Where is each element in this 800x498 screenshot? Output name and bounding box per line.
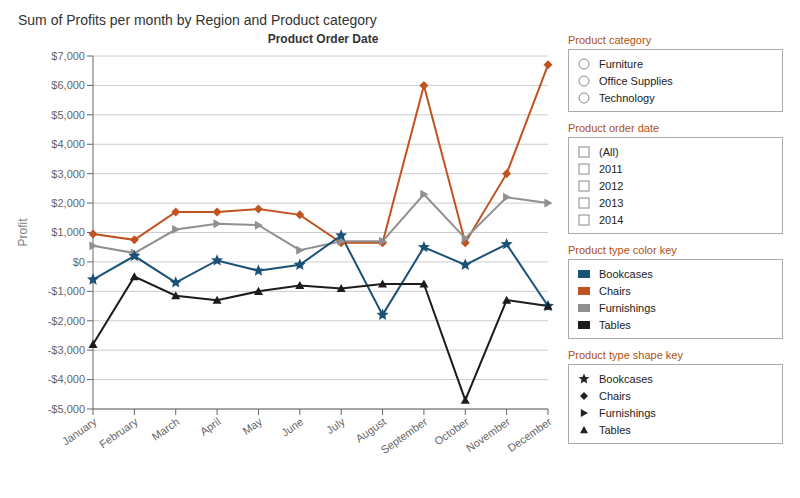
- html-text:2013: 2013: [599, 196, 624, 209]
- svg-text:$2,000: $2,000: [51, 197, 85, 209]
- html-text:(All): (All): [599, 145, 619, 158]
- svg-text:June: June: [279, 415, 305, 439]
- svg-text:$7,000: $7,000: [51, 50, 85, 62]
- html-text:Furnishings: Furnishings: [599, 301, 656, 314]
- svg-text:November: November: [464, 415, 513, 454]
- svg-text:January: January: [60, 415, 99, 448]
- svg-text:March: March: [149, 415, 181, 442]
- svg-text:-$4,000: -$4,000: [48, 373, 85, 385]
- html-text:Chairs: Chairs: [599, 284, 631, 297]
- svg-text:-$3,000: -$3,000: [48, 344, 85, 356]
- svg-text:April: April: [198, 415, 223, 437]
- svg-text:May: May: [240, 415, 264, 437]
- html-text:2012: 2012: [599, 179, 624, 192]
- html-text:Technology: Technology: [599, 91, 655, 104]
- html-text:Product Order Date: Product Order Date: [267, 32, 379, 46]
- html-text:Tables: Tables: [599, 423, 631, 436]
- svg-text:Profit: Profit: [16, 218, 30, 247]
- svg-text:$0: $0: [73, 256, 85, 268]
- html-text:Sum of Profits per month by Re: Sum of Profits per month by Region and P…: [18, 12, 377, 28]
- html-text:Product category: Product category: [568, 34, 652, 46]
- html-text:Tables: Tables: [599, 318, 631, 331]
- html-text:Product type color key: Product type color key: [568, 244, 677, 256]
- svg-text:-$1,000: -$1,000: [48, 285, 85, 297]
- html-text:2011: 2011: [599, 162, 623, 175]
- svg-text:$1,000: $1,000: [51, 226, 85, 238]
- svg-text:February: February: [97, 415, 140, 450]
- html-text:2014: 2014: [599, 213, 624, 226]
- html-text:Furnishings: Furnishings: [599, 406, 656, 419]
- html-text:Bookcases: Bookcases: [599, 267, 653, 280]
- svg-text:$3,000: $3,000: [51, 168, 85, 180]
- svg-text:August: August: [353, 415, 388, 444]
- svg-text:October: October: [432, 415, 471, 448]
- svg-text:$4,000: $4,000: [51, 138, 85, 150]
- html-text:Furniture: Furniture: [599, 57, 643, 70]
- svg-text:July: July: [324, 415, 347, 436]
- svg-text:$6,000: $6,000: [51, 79, 85, 91]
- svg-text:$5,000: $5,000: [51, 109, 85, 121]
- html-text:Office Supplies: Office Supplies: [599, 74, 673, 87]
- svg-text:December: December: [505, 415, 554, 454]
- html-text:Product type shape key: Product type shape key: [568, 349, 683, 361]
- html-text:Bookcases: Bookcases: [599, 372, 653, 385]
- html-text:Chairs: Chairs: [599, 389, 631, 402]
- svg-text:-$5,000: -$5,000: [48, 403, 85, 415]
- svg-text:-$2,000: -$2,000: [48, 315, 85, 327]
- html-text:Product order date: Product order date: [568, 122, 660, 134]
- svg-text:September: September: [379, 415, 430, 456]
